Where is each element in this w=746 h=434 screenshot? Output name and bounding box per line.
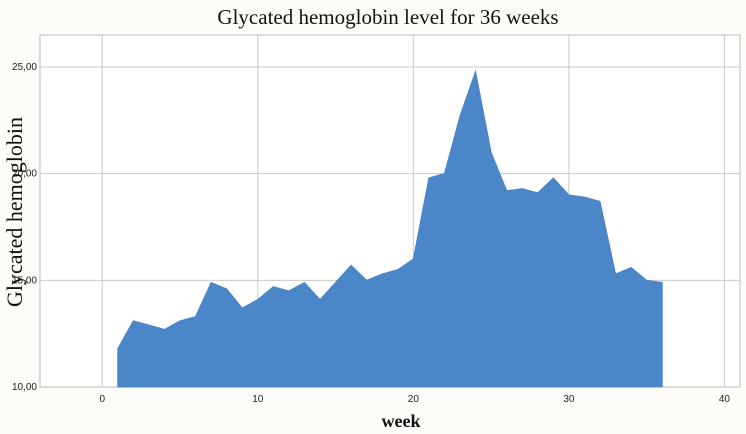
y-tick-label: 20,00 [12, 169, 37, 180]
data-area [117, 69, 663, 388]
series-area [117, 69, 663, 388]
x-tick-label: 30 [563, 394, 575, 405]
x-tick-label: 0 [99, 394, 105, 405]
x-tick-label: 10 [252, 394, 264, 405]
y-axis-ticks: 10,00 15,00 20,00 25,00 [12, 62, 37, 393]
y-axis-label: Glycated hemoglobin [2, 117, 27, 307]
x-axis-ticks: 0 10 20 30 40 [99, 394, 730, 405]
x-tick-label: 20 [408, 394, 420, 405]
x-tick-label: 40 [719, 394, 731, 405]
y-tick-label: 25,00 [12, 62, 37, 73]
y-tick-label: 15,00 [12, 275, 37, 286]
y-tick-label: 10,00 [12, 382, 37, 393]
x-axis-label: week [382, 411, 421, 431]
chart-title: Glycated hemoglobin level for 36 weeks [217, 5, 558, 29]
